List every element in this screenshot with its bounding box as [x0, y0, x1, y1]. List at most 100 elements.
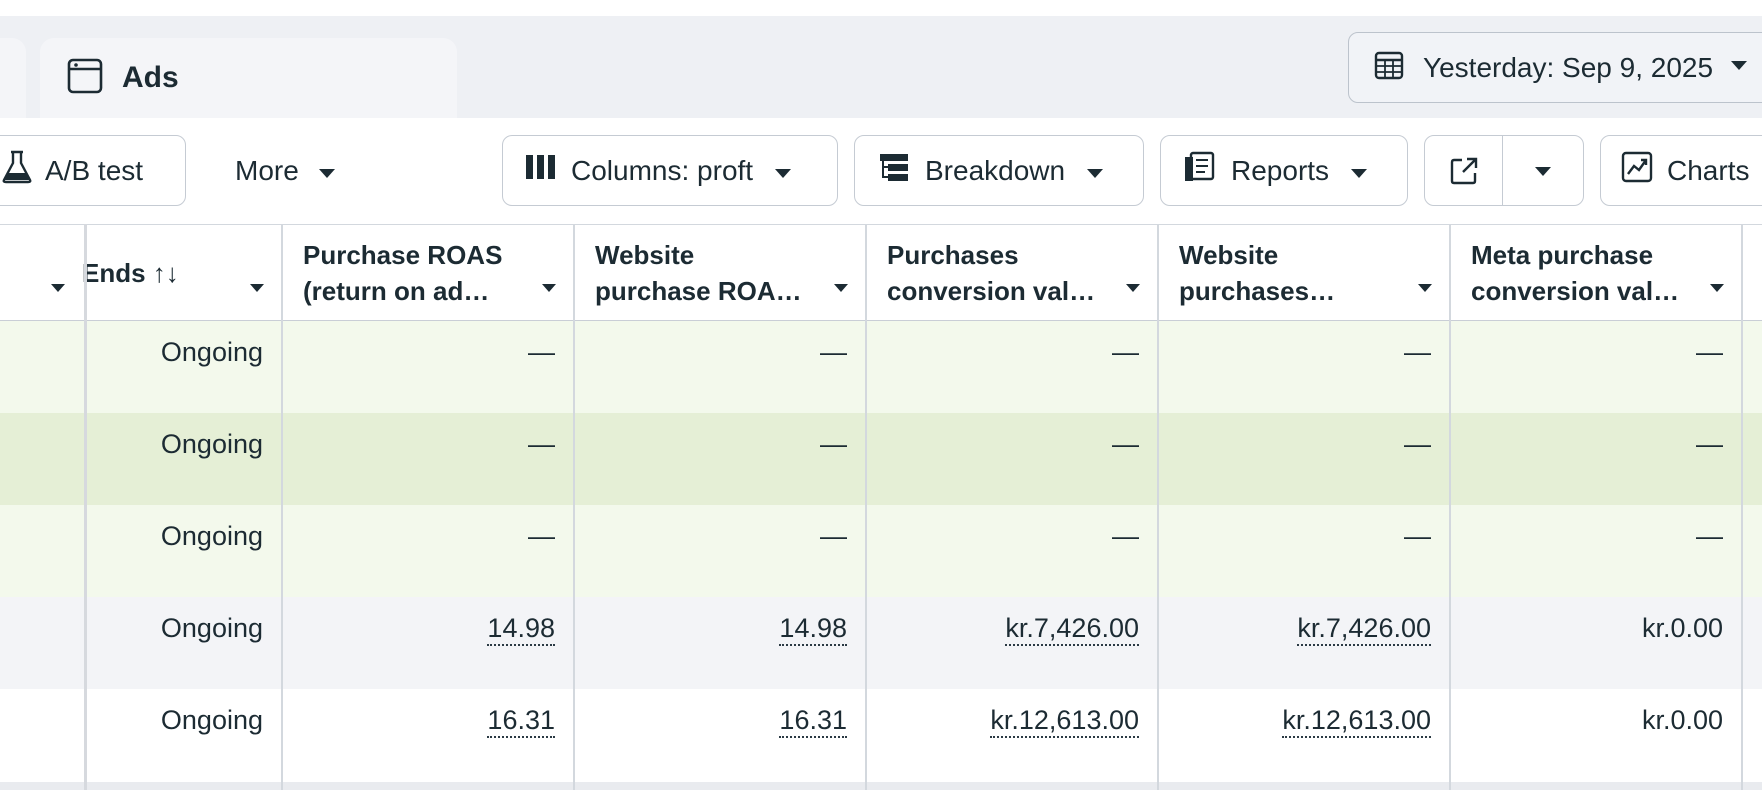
table-bottom-edge [0, 782, 1762, 790]
column-divider [865, 224, 867, 790]
more-button[interactable]: More [220, 135, 360, 206]
reports-button[interactable]: Reports [1160, 135, 1408, 206]
column-header-website-purchase-roas-label: Website purchase ROA… [595, 239, 802, 306]
charts-button[interactable]: Charts [1600, 135, 1762, 206]
column-header-website-purchases[interactable]: Website purchases… [1157, 225, 1449, 320]
column-header-purchase-roas-label: Purchase ROAS (return on ad… [303, 239, 503, 306]
website-purchase-roas-cell[interactable]: 16.31 [573, 689, 865, 781]
chevron-down-icon[interactable] [1503, 136, 1583, 205]
meta-purchase-conversion-value-cell: kr.0.00 [1641, 705, 1723, 735]
date-range-label: Yesterday: Sep 9, 2025 [1423, 51, 1714, 83]
column-header-purchases-conversion-value[interactable]: Purchases conversion val… [865, 225, 1157, 320]
column-header-purchase-roas[interactable]: Purchase ROAS (return on ad… [281, 225, 573, 320]
purchases-conversion-value-link[interactable]: kr.12,613.00 [990, 705, 1139, 738]
ends-cell: Ongoing [160, 521, 263, 551]
website-purchases-link[interactable]: kr.12,613.00 [1282, 705, 1431, 738]
website-purchases-cell[interactable]: kr.7,426.00 [1157, 597, 1449, 689]
columns-icon [525, 153, 557, 188]
purchase-roas-cell: — [528, 429, 555, 459]
chevron-down-icon[interactable] [833, 267, 849, 303]
website-purchases-cell: — [1404, 429, 1431, 459]
chevron-down-icon[interactable] [1709, 267, 1725, 303]
column-header-meta-purchase-conversion-value-label: Meta purchase conversion val… [1471, 239, 1680, 306]
more-label: More [235, 154, 299, 186]
export-button-group [1424, 135, 1584, 206]
column-header-purchases-conversion-value-label: Purchases conversion val… [887, 239, 1096, 306]
purchase-roas-cell: — [528, 521, 555, 551]
purchase-roas-cell: — [528, 337, 555, 367]
columns-button[interactable]: Columns: proft [502, 135, 838, 206]
website-purchase-roas-link[interactable]: 14.98 [779, 613, 847, 646]
chevron-down-icon [317, 155, 337, 187]
column-divider [1157, 224, 1159, 790]
table-row[interactable]: Ongoing — — — — — [0, 505, 1762, 597]
column-header-ends[interactable]: Ends ↑↓ [82, 225, 281, 320]
tab-ads[interactable]: Ads [40, 38, 457, 118]
purchases-conversion-value-cell[interactable]: kr.7,426.00 [865, 597, 1157, 689]
website-purchase-roas-cell: — [820, 429, 847, 459]
top-strip [0, 0, 1762, 16]
ends-cell: Ongoing [160, 337, 263, 367]
website-purchase-roas-cell: — [820, 337, 847, 367]
ab-test-label: A/B test [45, 154, 144, 186]
column-divider [1741, 224, 1743, 790]
website-purchase-roas-cell[interactable]: 14.98 [573, 597, 865, 689]
purchase-roas-cell[interactable]: 16.31 [281, 689, 573, 781]
breakdown-icon [879, 152, 909, 189]
table-row[interactable]: Ongoing 16.31 16.31 kr.12,613.00 kr.12,6… [0, 689, 1762, 781]
purchases-conversion-value-link[interactable]: kr.7,426.00 [1005, 613, 1139, 646]
website-purchases-cell: — [1404, 521, 1431, 551]
chevron-down-icon[interactable] [1125, 267, 1141, 303]
charts-label: Charts [1667, 154, 1750, 186]
purchase-roas-cell[interactable]: 14.98 [281, 597, 573, 689]
purchases-conversion-value-cell[interactable]: kr.12,613.00 [865, 689, 1157, 781]
table-row[interactable]: Ongoing — — — — — [0, 321, 1762, 413]
purchases-conversion-value-cell: — [1112, 429, 1139, 459]
ends-cell: Ongoing [160, 613, 263, 643]
column-header-website-purchase-roas[interactable]: Website purchase ROA… [573, 225, 865, 320]
tab-previous[interactable] [0, 38, 26, 118]
frozen-column-divider[interactable] [84, 224, 87, 790]
column-header-ends-label: Ends ↑↓ [82, 257, 179, 288]
table-header: Ends ↑↓ Purchase ROAS (return on ad… Web… [0, 224, 1762, 321]
chevron-down-icon[interactable] [1417, 267, 1433, 303]
reports-icon [1183, 151, 1217, 190]
chevron-down-icon [1729, 58, 1749, 77]
flask-icon [1, 150, 33, 191]
chevron-down-icon[interactable] [249, 267, 265, 303]
chevron-down-icon [773, 155, 793, 187]
website-purchases-link[interactable]: kr.7,426.00 [1297, 613, 1431, 646]
breakdown-label: Breakdown [925, 154, 1066, 186]
ends-cell: Ongoing [160, 705, 263, 735]
ends-cell: Ongoing [160, 429, 263, 459]
column-divider [1449, 224, 1451, 790]
purchase-roas-link[interactable]: 16.31 [487, 705, 555, 738]
table-row[interactable]: Ongoing 14.98 14.98 kr.7,426.00 kr.7,426… [0, 597, 1762, 689]
tab-ads-label: Ads [122, 61, 179, 94]
table-row[interactable]: Ongoing — — — — — [0, 413, 1762, 505]
columns-label: Columns: proft [571, 154, 754, 186]
toolbar: A/B test More Columns: proft Breakdown R… [0, 118, 1762, 224]
ad-window-icon [66, 57, 104, 100]
meta-purchase-conversion-value-cell: — [1696, 429, 1723, 459]
purchases-conversion-value-cell: — [1112, 337, 1139, 367]
meta-purchase-conversion-value-cell: — [1696, 521, 1723, 551]
chevron-down-icon[interactable] [541, 267, 557, 303]
export-icon[interactable] [1425, 136, 1503, 205]
purchases-conversion-value-cell: — [1112, 521, 1139, 551]
calendar-icon [1373, 49, 1405, 86]
column-header-frozen[interactable] [0, 225, 84, 320]
chart-icon [1621, 151, 1653, 190]
column-header-meta-purchase-conversion-value[interactable]: Meta purchase conversion val… [1449, 225, 1741, 320]
meta-purchase-conversion-value-cell: kr.0.00 [1641, 613, 1723, 643]
breakdown-button[interactable]: Breakdown [854, 135, 1144, 206]
website-purchases-cell[interactable]: kr.12,613.00 [1157, 689, 1449, 781]
chevron-down-icon[interactable] [50, 267, 66, 303]
ab-test-button[interactable]: A/B test [0, 135, 186, 206]
column-divider [281, 224, 283, 790]
meta-purchase-conversion-value-cell: — [1696, 337, 1723, 367]
purchase-roas-link[interactable]: 14.98 [487, 613, 555, 646]
date-range-picker[interactable]: Yesterday: Sep 9, 2025 [1348, 32, 1762, 103]
column-divider [573, 224, 575, 790]
website-purchase-roas-link[interactable]: 16.31 [779, 705, 847, 738]
